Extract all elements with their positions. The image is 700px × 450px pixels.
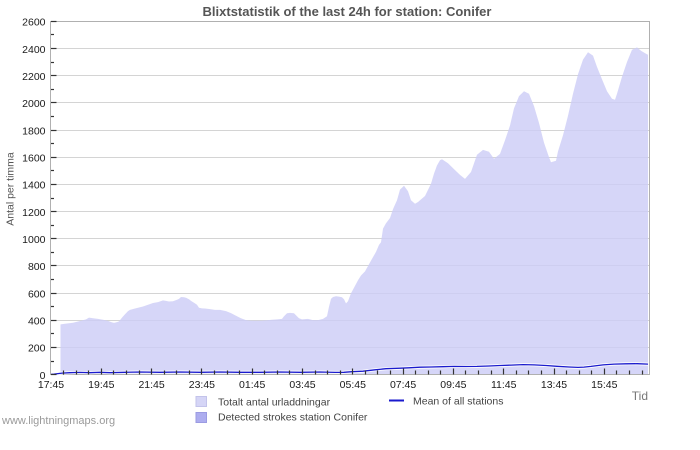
svg-text:21:45: 21:45 <box>138 379 164 391</box>
svg-text:23:45: 23:45 <box>189 379 215 391</box>
svg-text:Antal per timma: Antal per timma <box>5 152 17 226</box>
svg-text:05:45: 05:45 <box>340 379 366 391</box>
svg-text:13:45: 13:45 <box>541 379 567 391</box>
svg-text:07:45: 07:45 <box>390 379 416 391</box>
svg-text:03:45: 03:45 <box>289 379 315 391</box>
svg-text:19:45: 19:45 <box>88 379 114 391</box>
svg-text:2400: 2400 <box>22 44 46 56</box>
svg-text:400: 400 <box>28 316 46 328</box>
svg-text:Mean of all stations: Mean of all stations <box>413 396 503 408</box>
svg-text:15:45: 15:45 <box>591 379 617 391</box>
svg-text:0: 0 <box>40 370 46 382</box>
svg-text:11:45: 11:45 <box>491 379 517 391</box>
svg-text:2600: 2600 <box>22 17 46 29</box>
svg-text:09:45: 09:45 <box>440 379 466 391</box>
svg-text:17:45: 17:45 <box>38 379 64 391</box>
svg-text:2200: 2200 <box>22 71 46 83</box>
svg-text:1200: 1200 <box>22 207 46 219</box>
svg-text:600: 600 <box>28 288 46 300</box>
svg-text:Blixtstatistik of the last 24h: Blixtstatistik of the last 24h for stati… <box>203 4 492 19</box>
svg-text:1800: 1800 <box>22 125 46 137</box>
svg-text:1400: 1400 <box>22 180 46 192</box>
svg-text:01:45: 01:45 <box>239 379 265 391</box>
svg-text:200: 200 <box>28 343 46 355</box>
svg-text:2000: 2000 <box>22 98 46 110</box>
svg-text:800: 800 <box>28 261 46 273</box>
svg-text:www.lightningmaps.org: www.lightningmaps.org <box>1 415 115 427</box>
svg-text:Detected strokes station Conif: Detected strokes station Conifer <box>218 412 368 424</box>
svg-text:Totalt antal urladdningar: Totalt antal urladdningar <box>218 397 331 409</box>
svg-text:1000: 1000 <box>22 234 46 246</box>
svg-text:Tid: Tid <box>632 389 648 403</box>
svg-text:1600: 1600 <box>22 153 46 165</box>
